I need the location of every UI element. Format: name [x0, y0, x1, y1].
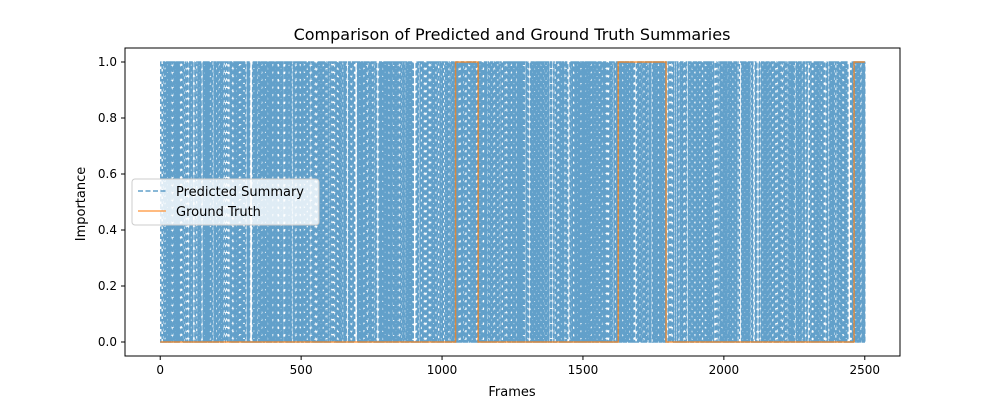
- y-tick-label: 0.6: [98, 167, 117, 181]
- legend-predicted-label: Predicted Summary: [176, 185, 304, 200]
- y-tick-label: 0.0: [98, 335, 117, 349]
- ground-truth-series: [160, 61, 865, 343]
- legend-box: [131, 178, 320, 226]
- y-tick-label: 0.4: [98, 223, 117, 237]
- y-tick-label: 0.2: [98, 279, 117, 293]
- y-tick-label: 0.8: [98, 111, 117, 125]
- x-tick-label: 2500: [849, 363, 880, 377]
- legend-ground-truth-label: Ground Truth: [176, 205, 261, 220]
- x-axis-label: Frames: [488, 385, 536, 400]
- y-tick-label: 1.0: [98, 55, 117, 69]
- x-tick-label: 1500: [568, 363, 599, 377]
- plot-frame: [124, 47, 901, 357]
- x-tick-label: 2000: [709, 363, 740, 377]
- y-axis-label: Importance: [74, 167, 89, 242]
- legend: Predicted Summary Ground Truth: [131, 178, 320, 226]
- x-tick-label: 500: [290, 363, 313, 377]
- ground-truth-line: [160, 61, 865, 343]
- x-tick-label: 0: [156, 363, 164, 377]
- chart-title: Comparison of Predicted and Ground Truth…: [294, 25, 731, 44]
- y-axis: 0.0 0.2 0.4 0.6 0.8 1.0: [98, 55, 125, 349]
- x-tick-label: 1000: [427, 363, 458, 377]
- x-axis: 0 500 1000 1500 2000 2500: [156, 356, 880, 377]
